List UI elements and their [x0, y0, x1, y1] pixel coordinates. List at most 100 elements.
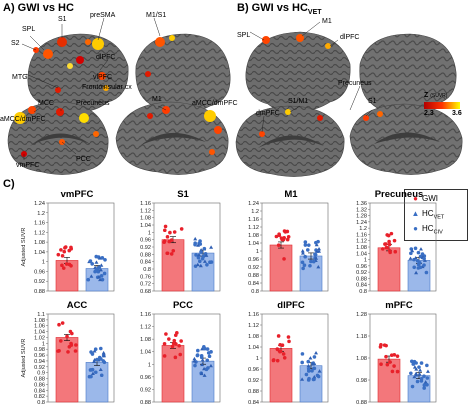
data-point-hcciv	[411, 362, 416, 366]
tick-label: 1.32	[356, 207, 367, 213]
tick-label: 0.96	[34, 353, 45, 359]
data-point-gwi	[285, 237, 290, 242]
chart-title: mPFC	[385, 300, 413, 311]
data-point-hcciv	[202, 246, 207, 251]
data-point-hcvet	[200, 346, 205, 351]
data-point-hcciv	[300, 260, 305, 265]
data-point-hcciv	[425, 382, 429, 387]
data-point-hcvet	[425, 369, 430, 373]
tick-label: 0.68	[140, 289, 151, 295]
data-point-hcvet	[423, 380, 428, 384]
tick-label: 1.36	[356, 201, 367, 207]
data-point-hcciv	[316, 374, 321, 379]
data-point-hcvet	[90, 371, 95, 376]
data-point-hcvet	[200, 358, 205, 362]
data-point-hcciv	[90, 262, 94, 266]
data-point-hcvet	[310, 361, 315, 366]
data-point-gwi	[179, 227, 184, 231]
data-point-hcciv	[419, 376, 424, 381]
data-point-gwi	[389, 231, 394, 236]
data-point-hcciv	[205, 262, 209, 267]
data-point-hcciv	[414, 361, 418, 365]
brain-label-pcc: PCC	[76, 156, 91, 163]
tick-label: 0.84	[248, 400, 259, 406]
data-point-hcvet	[98, 267, 103, 272]
data-point-hcciv	[306, 243, 311, 247]
data-point-hcvet	[97, 274, 102, 279]
tick-label: 0.92	[140, 387, 151, 393]
data-point-hcciv	[418, 265, 423, 270]
tick-label: 1.08	[140, 337, 151, 343]
bar-hc	[85, 362, 109, 403]
tick-label: 1.28	[356, 214, 367, 220]
data-point-hcvet	[197, 252, 202, 257]
data-point-hcciv	[306, 369, 311, 373]
brain-label-s1-b: S1	[368, 98, 377, 105]
data-point-hcciv	[209, 260, 214, 264]
data-point-hcvet	[196, 243, 201, 247]
data-point-hcvet	[92, 349, 97, 353]
tick-label: 1	[42, 341, 45, 347]
tick-label: 0.9	[37, 371, 45, 377]
tick-label: 1.06	[34, 324, 45, 330]
data-point-hcciv	[305, 248, 310, 252]
data-point-gwi	[387, 242, 392, 247]
tick-label: 0.8	[359, 289, 367, 295]
data-point-gwi	[60, 321, 65, 325]
data-point-hcciv	[409, 251, 413, 256]
tick-label: 1.04	[140, 350, 151, 356]
tick-label: 0.8	[37, 400, 45, 406]
data-point-gwi	[56, 349, 60, 353]
data-point-gwi	[162, 228, 167, 233]
bar-gwi	[55, 337, 79, 403]
data-point-gwi	[162, 354, 167, 358]
data-point-hcciv	[89, 368, 94, 372]
panel-b-title: B) GWI vs HC	[237, 2, 308, 14]
data-point-gwi	[277, 232, 281, 236]
data-point-gwi	[169, 238, 174, 242]
data-point-gwi	[171, 341, 176, 346]
tick-label: 0.96	[34, 269, 45, 275]
data-point-hcciv	[89, 350, 93, 354]
data-point-hcciv	[302, 263, 307, 268]
bar-gwi	[161, 239, 185, 292]
data-point-gwi	[164, 332, 168, 336]
data-point-hcciv	[418, 254, 423, 259]
data-point-hcciv	[196, 255, 201, 260]
data-point-gwi	[379, 343, 383, 347]
data-point-hcvet	[316, 249, 321, 253]
data-point-gwi	[59, 248, 63, 252]
data-point-hcciv	[194, 253, 198, 257]
tick-label: 1	[148, 230, 151, 236]
data-point-hcciv	[425, 376, 430, 380]
data-point-gwi	[395, 354, 400, 358]
data-point-gwi	[62, 249, 67, 254]
brain-label-mcc: MCC	[38, 100, 54, 107]
data-point-hcvet	[414, 270, 419, 275]
data-point-gwi	[167, 337, 171, 341]
data-point-gwi	[282, 236, 286, 240]
data-point-hcvet	[413, 255, 418, 260]
legend-item-gwi: ● GWI	[411, 193, 438, 205]
data-point-gwi	[68, 329, 73, 334]
data-point-hcciv	[424, 270, 429, 275]
data-point-hcvet	[102, 353, 107, 358]
data-point-gwi	[169, 252, 174, 256]
tick-label: 1.2	[251, 209, 259, 215]
data-point-gwi	[390, 369, 395, 374]
data-point-hcvet	[414, 367, 419, 371]
data-point-hcciv	[300, 352, 305, 356]
panel-b-label: B) GWI vs HCVET	[237, 2, 322, 16]
colorbar-z: Z	[424, 92, 429, 99]
tick-label: 1.2	[359, 226, 367, 232]
data-point-hcvet	[314, 256, 319, 260]
tick-label: 1.04	[248, 241, 259, 247]
data-point-hcciv	[303, 240, 308, 244]
data-point-gwi	[172, 230, 177, 234]
data-point-hcciv	[412, 265, 417, 270]
data-point-hcciv	[203, 346, 207, 351]
data-point-hcciv	[195, 353, 200, 357]
data-point-hcvet	[412, 365, 417, 369]
data-point-hcciv	[425, 363, 429, 368]
brain-b-medial-right	[349, 103, 463, 175]
